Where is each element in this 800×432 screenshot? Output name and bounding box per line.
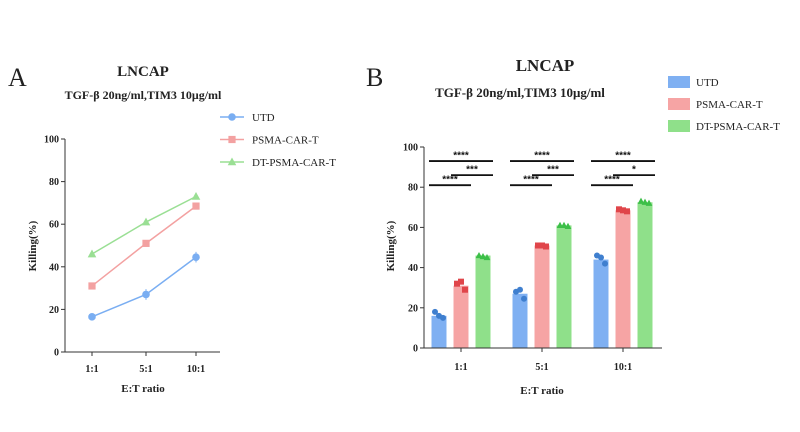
panel-a-point <box>88 282 96 290</box>
panel-a-point <box>191 192 201 200</box>
panel-b-y-tick-label: 20 <box>408 303 418 314</box>
panel-b-significance-label: **** <box>604 175 620 186</box>
panel-b-x-tick-label: 1:1 <box>454 362 467 373</box>
panel-b-data-point <box>432 308 438 315</box>
panel-b-data-point <box>564 222 572 229</box>
panel-b-data-point <box>637 197 645 204</box>
panel-b-significance-label: **** <box>534 151 550 162</box>
panel-a-point <box>192 202 200 210</box>
panel-b-data-point <box>624 208 630 215</box>
panel-b-x-tick-label: 10:1 <box>614 362 632 373</box>
panel-b-bar <box>512 293 528 348</box>
panel-b-significance-label: **** <box>453 151 469 162</box>
panel-a-y-tick-label: 0 <box>54 348 59 359</box>
panel-a-point <box>192 253 200 262</box>
panel-b-data-point <box>641 198 649 205</box>
panel-b-bar <box>534 245 550 348</box>
panel-b-data-point <box>602 260 608 267</box>
panel-b-data-point <box>521 295 527 302</box>
panel-a-xlabel: E:T ratio <box>121 383 165 395</box>
panel-b-legend-swatch <box>668 98 690 110</box>
panel-b-data-point <box>539 242 545 249</box>
panel-b-title: LNCAP <box>516 56 575 75</box>
panel-b-data-point <box>543 243 549 250</box>
panel-b-data-point <box>535 242 541 249</box>
panel-b-y-tick-label: 40 <box>408 263 418 274</box>
panel-a-x-tick-label: 10:1 <box>187 364 205 375</box>
panel-a-legend-label: UTD <box>252 112 275 124</box>
panel-b-subtitle: TGF-β 20ng/ml,TIM3 10μg/ml <box>435 85 605 100</box>
panel-b-bar <box>475 255 491 348</box>
panel-b-y-tick-label: 80 <box>408 183 418 194</box>
panel-b-data-point <box>462 286 468 293</box>
panel-a-ylabel: Killing(%) <box>27 220 39 271</box>
panel-b-significance-label: *** <box>547 165 559 176</box>
panel-a-y-tick-label: 40 <box>49 262 59 273</box>
panel-b-data-point <box>616 206 622 213</box>
panel-b-significance-label: * <box>632 165 636 176</box>
panel-a-series-line <box>91 256 197 318</box>
panel-a-letter: A <box>8 63 27 92</box>
panel-a-subtitle: TGF-β 20ng/ml,TIM3 10μg/ml <box>65 88 222 102</box>
panel-b-y-tick-label: 100 <box>403 143 418 154</box>
panel-b-significance-label: **** <box>523 175 539 186</box>
panel-a-point <box>141 217 151 226</box>
panel-b-x-tick-label: 5:1 <box>535 362 548 373</box>
panel-a-point <box>87 249 97 258</box>
panel-b-letter: B <box>366 63 383 92</box>
panel-a-point <box>142 290 150 299</box>
panel-b-significance-label: **** <box>442 175 458 186</box>
panel-b-bar <box>637 202 653 348</box>
panel-b-data-point <box>454 280 460 287</box>
panel-b-significance-label: *** <box>466 165 478 176</box>
panel-b-legend-label: UTD <box>696 77 719 89</box>
panel-b-bar <box>593 259 609 348</box>
panel-b-data-point <box>475 251 483 259</box>
panel-a-legend-marker <box>227 157 237 166</box>
panel-b-plot: 0 20 40 60 80 100 1:1 5:1 10:1 UTD PSMA-CAR-T DT-PS… <box>403 76 780 373</box>
panel-b-legend-swatch <box>668 120 690 132</box>
panel-a-point <box>142 239 150 247</box>
panel-b-xlabel: E:T ratio <box>520 385 564 397</box>
panel-b-bar <box>431 315 447 348</box>
panel-b-significance-label: **** <box>615 151 631 162</box>
panel-b-data-point <box>440 314 446 321</box>
panel-b-data-point <box>620 207 626 214</box>
panel-b-legend-label: PSMA-CAR-T <box>696 99 763 111</box>
panel-b-bar <box>615 210 631 348</box>
panel-a-plot: 0 20 40 60 80 100 1:1 5:1 10:1 UTD PSMA-CAR-T DT-PS… <box>44 112 336 375</box>
panel-a-x-tick-label: 1:1 <box>85 364 98 375</box>
panel-b-legend-label: DT-PSMA-CAR-T <box>696 121 780 133</box>
panel-a-legend-label: DT-PSMA-CAR-T <box>252 157 336 169</box>
panel-a-y-tick-label: 80 <box>49 177 59 188</box>
panel-b-data-point <box>479 252 487 260</box>
panel-b-y-tick-label: 0 <box>413 344 418 355</box>
panel-a-y-tick-label: 20 <box>49 305 59 316</box>
panel-a-legend-marker <box>228 113 236 121</box>
panel-a-legend-marker <box>228 135 236 144</box>
panel-b-legend-swatch <box>668 76 690 88</box>
panel-b-data-point <box>458 278 464 285</box>
panel-b-data-point <box>645 199 653 206</box>
panel-b-data-point <box>483 253 491 261</box>
panel-b-ylabel: Killing(%) <box>385 220 397 271</box>
panel-a-title: LNCAP <box>117 64 169 80</box>
panel-a-x-tick-label: 5:1 <box>139 364 152 375</box>
panel-a-legend-label: PSMA-CAR-T <box>252 135 319 147</box>
panel-a-point <box>88 313 96 321</box>
panel-b-data-point <box>517 286 523 293</box>
panel-b-bar <box>556 225 572 348</box>
panel-a-y-tick-label: 60 <box>49 220 59 231</box>
panel-b-data-point <box>598 254 604 261</box>
panel-a-y-tick-label: 100 <box>44 135 59 146</box>
panel-b-bar <box>453 285 469 348</box>
panel-b-data-point <box>560 221 568 228</box>
panel-b-y-tick-label: 60 <box>408 223 418 234</box>
